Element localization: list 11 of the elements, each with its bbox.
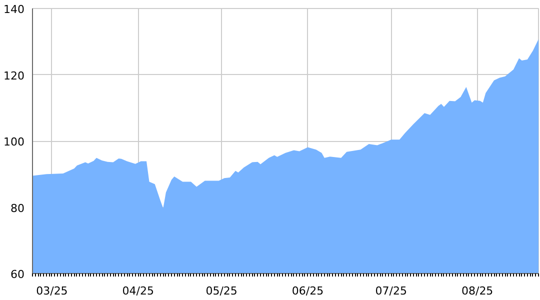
x-tick-label: 08/25 (461, 284, 494, 298)
x-tick-label: 03/25 (36, 284, 68, 298)
x-tick-label: 07/25 (375, 284, 407, 298)
y-tick-label: 140 (4, 3, 25, 16)
y-tick-label: 100 (4, 136, 25, 148)
y-tick-label: 120 (4, 69, 25, 82)
x-tick-label: 06/25 (292, 284, 324, 298)
y-tick-label: 60 (10, 268, 25, 281)
y-tick-label: 80 (10, 202, 25, 215)
x-tick-label: 04/25 (122, 284, 154, 298)
x-tick-label: 05/25 (206, 284, 238, 298)
